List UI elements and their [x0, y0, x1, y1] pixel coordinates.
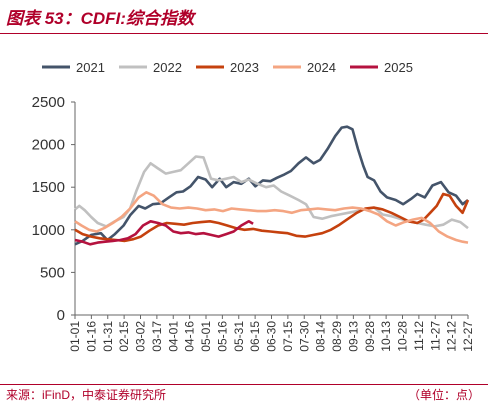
legend-label-2023: 2023	[230, 60, 259, 75]
x-tick-label: 01-16	[84, 321, 98, 352]
x-tick-label: 01-31	[101, 321, 115, 352]
x-tick-label: 07-15	[281, 321, 295, 352]
x-tick-label: 06-15	[248, 321, 262, 352]
figure-title: 图表 53：CDFI:综合指数	[6, 9, 194, 28]
unit-note: （单位：点）	[407, 388, 480, 402]
y-tick-label: 2000	[32, 137, 65, 154]
x-tick-label: 03-17	[150, 321, 164, 352]
x-tick-label: 01-01	[68, 321, 82, 352]
x-axis: 01-01 01-16 01-31 02-15 03-02 03-17 04-01 04-16…	[68, 314, 475, 352]
source-note: 来源：iFinD，中泰证券研究所	[6, 388, 167, 402]
legend-label-2024: 2024	[307, 60, 336, 75]
y-tick-label: 2500	[32, 94, 65, 111]
y-tick-label: 1500	[32, 179, 65, 196]
footer-divider	[0, 384, 488, 385]
x-tick-label: 04-16	[183, 321, 197, 352]
x-tick-label: 10-13	[379, 321, 393, 352]
x-tick-label: 02-15	[117, 321, 131, 352]
series-line-2025	[74, 220, 254, 246]
title-divider	[0, 33, 488, 34]
chart-legend: 2021 2022 2023 2024 2025	[42, 60, 413, 75]
x-tick-label: 03-02	[134, 321, 148, 352]
plot-area	[74, 125, 470, 246]
line-chart: 2021 2022 2023 2024 2025 0 500 1000 1500 2000 250…	[32, 60, 475, 352]
y-axis: 0 500 1000 1500 2000 2500	[32, 94, 76, 324]
x-tick-label: 08-14	[314, 321, 328, 352]
x-tick-label: 11-27	[428, 321, 442, 351]
series-line-2023	[74, 192, 470, 243]
x-tick-label: 05-31	[232, 321, 246, 352]
y-tick-label: 500	[40, 264, 65, 281]
x-tick-label: 05-16	[215, 321, 229, 352]
x-tick-label: 11-12	[412, 321, 426, 351]
x-tick-label: 12-12	[445, 321, 459, 352]
x-tick-label: 12-27	[461, 321, 475, 352]
x-tick-label: 09-28	[363, 321, 377, 352]
legend-label-2021: 2021	[76, 60, 105, 75]
series-line-2022	[74, 155, 469, 230]
x-tick-label: 07-30	[297, 321, 311, 352]
series-line-2024	[74, 191, 469, 244]
series-line-2021	[74, 125, 469, 246]
x-tick-label: 05-01	[199, 321, 213, 352]
x-tick-label: 10-28	[396, 321, 410, 352]
legend-label-2022: 2022	[153, 60, 182, 75]
x-tick-label: 06-30	[265, 321, 279, 352]
y-tick-label: 1000	[32, 222, 65, 239]
y-tick-label: 0	[57, 307, 65, 324]
x-tick-label: 09-13	[346, 321, 360, 352]
x-tick-label: 08-29	[330, 321, 344, 352]
legend-label-2025: 2025	[384, 60, 413, 75]
x-tick-label: 04-01	[166, 321, 180, 352]
